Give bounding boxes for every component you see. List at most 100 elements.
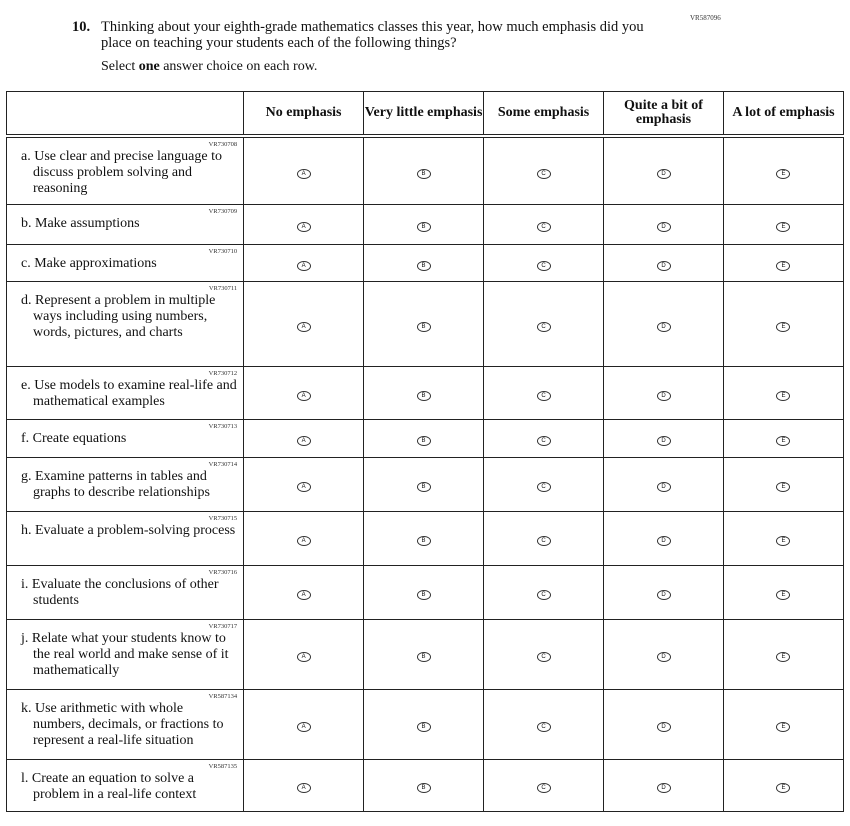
answer-cell[interactable]: D xyxy=(603,456,724,512)
answer-cell[interactable]: C xyxy=(483,758,605,812)
answer-cell[interactable]: E xyxy=(722,510,845,566)
radio-option-b[interactable]: B xyxy=(416,783,431,793)
radio-option-b[interactable]: B xyxy=(416,168,431,179)
radio-option-b[interactable]: B xyxy=(416,222,431,232)
answer-cell[interactable]: A xyxy=(243,243,365,282)
answer-cell[interactable]: A xyxy=(243,135,365,205)
answer-cell[interactable]: E xyxy=(722,758,845,812)
radio-option-c[interactable]: C xyxy=(536,590,551,600)
answer-cell[interactable]: E xyxy=(722,456,845,512)
radio-option-e[interactable]: E xyxy=(776,722,791,732)
answer-cell[interactable]: C xyxy=(483,618,605,690)
radio-option-a[interactable]: A xyxy=(296,260,311,271)
answer-cell[interactable]: E xyxy=(722,365,845,420)
radio-option-c[interactable]: C xyxy=(536,436,551,446)
radio-option-e[interactable]: E xyxy=(776,783,791,793)
answer-cell[interactable]: D xyxy=(603,280,724,367)
answer-cell[interactable]: B xyxy=(363,688,485,760)
answer-cell[interactable]: B xyxy=(363,243,485,282)
radio-option-c[interactable]: C xyxy=(536,783,551,793)
radio-option-c[interactable]: C xyxy=(536,482,551,492)
radio-option-e[interactable]: E xyxy=(776,260,791,271)
answer-cell[interactable]: E xyxy=(722,203,845,245)
answer-cell[interactable]: B xyxy=(363,135,485,205)
answer-cell[interactable]: A xyxy=(243,280,365,367)
radio-option-a[interactable]: A xyxy=(296,722,311,732)
answer-cell[interactable]: A xyxy=(243,510,365,566)
answer-cell[interactable]: E xyxy=(722,418,845,458)
radio-option-c[interactable]: C xyxy=(536,722,551,732)
radio-option-a[interactable]: A xyxy=(296,590,311,600)
answer-cell[interactable]: D xyxy=(603,758,724,812)
radio-option-b[interactable]: B xyxy=(416,436,431,446)
radio-option-d[interactable]: D xyxy=(656,652,671,662)
radio-option-a[interactable]: A xyxy=(296,390,311,401)
radio-option-a[interactable]: A xyxy=(296,482,311,492)
answer-cell[interactable]: B xyxy=(363,280,485,367)
answer-cell[interactable]: B xyxy=(363,365,485,420)
radio-option-e[interactable]: E xyxy=(776,536,791,546)
radio-option-d[interactable]: D xyxy=(656,482,671,492)
radio-option-a[interactable]: A xyxy=(296,652,311,662)
radio-option-e[interactable]: E xyxy=(776,168,791,179)
answer-cell[interactable]: A xyxy=(243,203,365,245)
answer-cell[interactable]: A xyxy=(243,564,365,620)
radio-option-d[interactable]: D xyxy=(656,783,671,793)
answer-cell[interactable]: B xyxy=(363,418,485,458)
radio-option-b[interactable]: B xyxy=(416,590,431,600)
answer-cell[interactable]: D xyxy=(603,365,724,420)
answer-cell[interactable]: D xyxy=(603,510,724,566)
answer-cell[interactable]: D xyxy=(603,135,724,205)
answer-cell[interactable]: E xyxy=(722,564,845,620)
answer-cell[interactable]: B xyxy=(363,456,485,512)
radio-option-e[interactable]: E xyxy=(776,590,791,600)
radio-option-c[interactable]: C xyxy=(536,390,551,401)
answer-cell[interactable]: C xyxy=(483,135,605,205)
radio-option-a[interactable]: A xyxy=(296,168,311,179)
answer-cell[interactable]: D xyxy=(603,243,724,282)
answer-cell[interactable]: A xyxy=(243,618,365,690)
answer-cell[interactable]: A xyxy=(243,365,365,420)
answer-cell[interactable]: C xyxy=(483,688,605,760)
answer-cell[interactable]: C xyxy=(483,203,605,245)
radio-option-d[interactable]: D xyxy=(656,260,671,271)
radio-option-e[interactable]: E xyxy=(776,482,791,492)
radio-option-d[interactable]: D xyxy=(656,536,671,546)
answer-cell[interactable]: A xyxy=(243,758,365,812)
radio-option-d[interactable]: D xyxy=(656,168,671,179)
answer-cell[interactable]: D xyxy=(603,618,724,690)
answer-cell[interactable]: E xyxy=(722,618,845,690)
radio-option-a[interactable]: A xyxy=(296,536,311,546)
radio-option-c[interactable]: C xyxy=(536,260,551,271)
radio-option-e[interactable]: E xyxy=(776,436,791,446)
radio-option-b[interactable]: B xyxy=(416,321,431,332)
radio-option-b[interactable]: B xyxy=(416,536,431,546)
radio-option-d[interactable]: D xyxy=(656,722,671,732)
radio-option-e[interactable]: E xyxy=(776,390,791,401)
radio-option-c[interactable]: C xyxy=(536,321,551,332)
answer-cell[interactable]: B xyxy=(363,618,485,690)
radio-option-d[interactable]: D xyxy=(656,321,671,332)
radio-option-e[interactable]: E xyxy=(776,222,791,232)
answer-cell[interactable]: E xyxy=(722,280,845,367)
radio-option-e[interactable]: E xyxy=(776,652,791,662)
answer-cell[interactable]: C xyxy=(483,280,605,367)
answer-cell[interactable]: E xyxy=(722,243,845,282)
answer-cell[interactable]: E xyxy=(722,688,845,760)
answer-cell[interactable]: C xyxy=(483,564,605,620)
answer-cell[interactable]: C xyxy=(483,365,605,420)
radio-option-d[interactable]: D xyxy=(656,222,671,232)
answer-cell[interactable]: D xyxy=(603,203,724,245)
answer-cell[interactable]: C xyxy=(483,243,605,282)
radio-option-c[interactable]: C xyxy=(536,652,551,662)
radio-option-a[interactable]: A xyxy=(296,436,311,446)
answer-cell[interactable]: A xyxy=(243,688,365,760)
radio-option-c[interactable]: C xyxy=(536,168,551,179)
radio-option-b[interactable]: B xyxy=(416,482,431,492)
answer-cell[interactable]: B xyxy=(363,758,485,812)
answer-cell[interactable]: A xyxy=(243,418,365,458)
radio-option-a[interactable]: A xyxy=(296,783,311,793)
answer-cell[interactable]: E xyxy=(722,135,845,205)
radio-option-a[interactable]: A xyxy=(296,321,311,332)
radio-option-b[interactable]: B xyxy=(416,260,431,271)
